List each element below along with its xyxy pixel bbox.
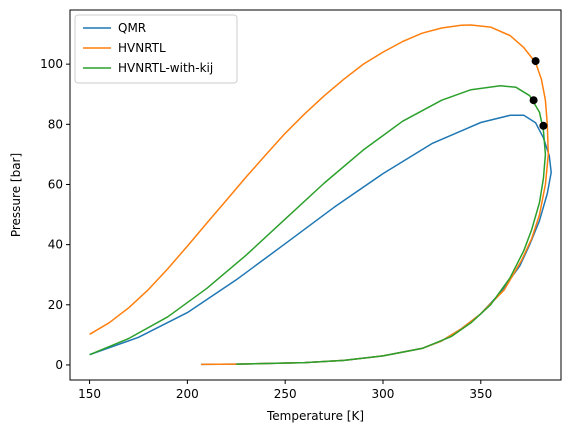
legend-box [74, 14, 238, 84]
legend-label-3: HVNRTL-with-kij [118, 61, 213, 75]
x-tick-label-1: 150 [78, 387, 101, 401]
y-tick-label-1: 0 [55, 358, 63, 372]
legend-label-2: HVNRTL [118, 41, 166, 55]
y-tick-label-5: 80 [48, 117, 63, 131]
y-tick-label-3: 40 [48, 238, 63, 252]
x-axis-label: Temperature [K] [266, 409, 364, 423]
critical-point-marker-2 [529, 96, 538, 105]
plot-frame [69, 9, 562, 381]
y-axis: 0 20 40 60 80 100 [40, 57, 70, 372]
y-tick-label-4: 60 [48, 177, 63, 191]
series-line-1 [89, 114, 552, 366]
series-layer [89, 24, 552, 366]
legend: QMR HVNRTL HVNRTL-with-kij [74, 14, 238, 84]
series-line-3 [89, 85, 547, 365]
x-tick-label-2: 200 [176, 387, 199, 401]
legend-label-1: QMR [118, 21, 146, 35]
x-tick-label-4: 300 [372, 387, 395, 401]
critical-point-marker-3 [539, 121, 548, 130]
y-tick-label-6: 100 [40, 57, 63, 71]
critical-point-marker-1 [531, 57, 540, 66]
marker-layer [529, 57, 548, 130]
y-axis-label: Pressure [bar] [9, 153, 23, 237]
x-tick-label-5: 350 [469, 387, 492, 401]
y-tick-label-2: 20 [48, 298, 63, 312]
x-tick-label-3: 250 [274, 387, 297, 401]
x-axis: 150 200 250 300 350 [78, 380, 492, 401]
